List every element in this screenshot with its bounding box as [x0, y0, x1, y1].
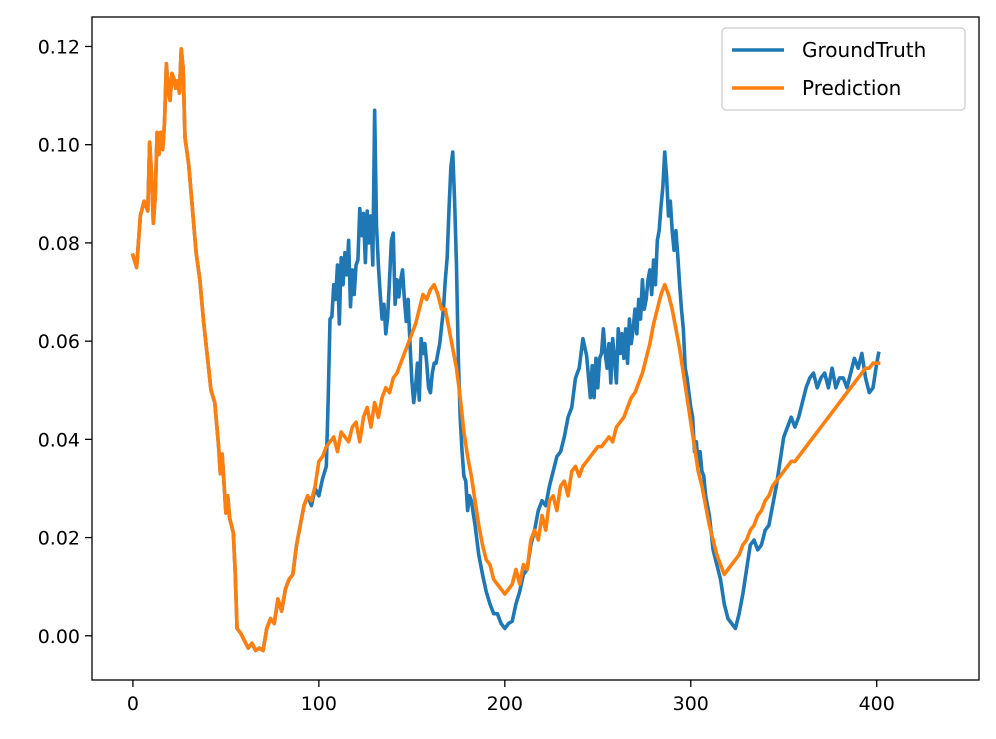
y-tick-label: 0.06: [38, 331, 80, 353]
y-tick-label: 0.10: [38, 135, 80, 157]
legend-label-groundtruth: GroundTruth: [802, 38, 926, 62]
legend-label-prediction: Prediction: [802, 76, 901, 100]
x-tick-label: 100: [301, 693, 337, 715]
x-axis: 0 100 200 300 400: [127, 680, 895, 715]
y-tick-label: 0.08: [38, 233, 80, 255]
x-tick-label: 300: [673, 693, 709, 715]
x-tick-label: 0: [127, 693, 139, 715]
axes-frame: [91, 16, 980, 681]
y-axis: 0.00 0.02 0.04 0.06 0.08 0.10 0.12: [38, 36, 92, 648]
y-tick-label: 0.04: [38, 429, 80, 451]
y-tick-label: 0.02: [38, 528, 80, 550]
legend: GroundTruth Prediction: [721, 27, 966, 111]
x-tick-label: 200: [487, 693, 523, 715]
y-tick-label: 0.00: [38, 626, 80, 648]
x-tick-label: 400: [859, 693, 895, 715]
series-line-prediction: [130, 47, 881, 653]
y-tick-label: 0.12: [38, 36, 80, 58]
plot-area: [130, 47, 881, 653]
